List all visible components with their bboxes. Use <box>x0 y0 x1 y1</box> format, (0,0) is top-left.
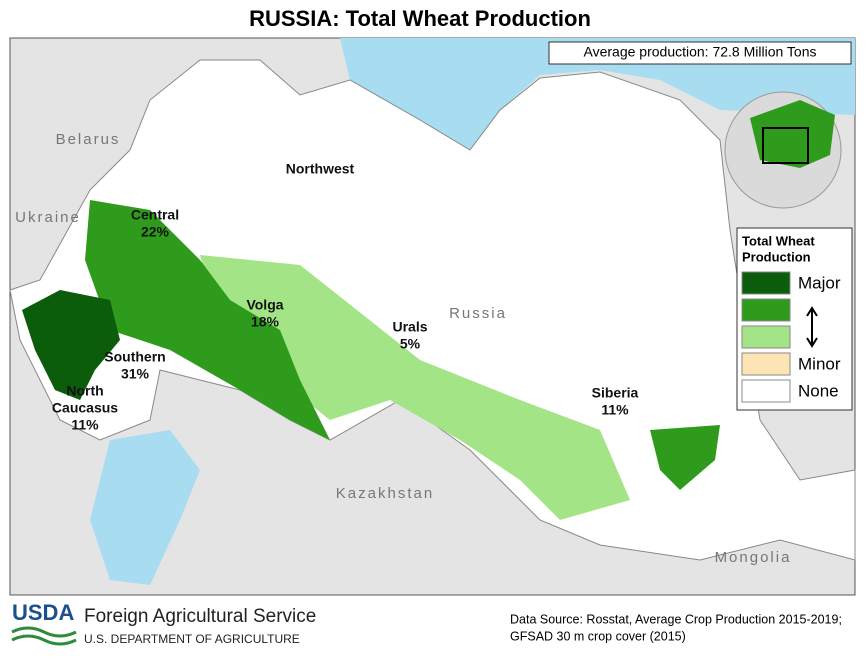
country-label: Ukraine <box>15 209 81 226</box>
legend-title: Total Wheat <box>742 233 815 248</box>
region-share: 22% <box>141 224 170 240</box>
minor-wheat-belt <box>200 255 630 520</box>
region-share: 11% <box>601 402 629 418</box>
average-text: Average production: 72.8 Million Tons <box>584 44 817 60</box>
region-share: 18% <box>251 314 280 330</box>
legend-swatch <box>741 271 791 295</box>
globe-russia <box>750 100 835 168</box>
logo-waves <box>11 626 77 646</box>
legend-title: Production <box>742 249 811 264</box>
region-name: Urals <box>392 319 427 335</box>
region-share: 11% <box>71 417 99 433</box>
legend-swatch <box>741 325 791 349</box>
department: U.S. DEPARTMENT OF AGRICULTURE <box>84 632 300 646</box>
region-name: Volga <box>246 297 283 313</box>
country-label: Mongolia <box>715 549 792 566</box>
legend-swatch <box>741 352 791 376</box>
major-wheat-belt <box>85 200 330 440</box>
country-label: Belarus <box>56 131 121 148</box>
map: Average production: 72.8 Million Tons Be… <box>9 37 856 596</box>
arctic-ocean <box>340 38 855 150</box>
source-line: GFSAD 30 m crop cover (2015) <box>510 629 686 643</box>
region-share: 5% <box>400 336 421 352</box>
agency: Foreign Agricultural Service <box>84 606 316 627</box>
legend-swatch <box>741 379 791 403</box>
footer: USDA Foreign Agricultural Service U.S. D… <box>11 600 842 646</box>
russia <box>9 59 856 561</box>
source: Data Source: Rosstat, Average Crop Produ… <box>510 612 842 643</box>
legend-label: Major <box>798 273 841 292</box>
caspian-sea <box>90 430 200 585</box>
region-share: 31% <box>121 366 150 382</box>
title: RUSSIA: Total Wheat Production <box>249 6 591 31</box>
map-labels: Belarus Ukraine Russia Kazakhstan Mongolia No… <box>15 131 792 566</box>
legend-swatch <box>741 298 791 322</box>
region-name: Caucasus <box>52 400 118 416</box>
core-wheat-belt <box>22 290 120 400</box>
inset-globe <box>724 91 842 209</box>
globe-frame <box>762 127 809 164</box>
region-name: Northwest <box>286 161 355 177</box>
legend-label: None <box>798 381 839 400</box>
legend-label: Minor <box>798 354 841 373</box>
country-label: Kazakhstan <box>336 485 434 502</box>
region-name: Siberia <box>592 385 639 401</box>
region-name: Central <box>131 207 179 223</box>
legend-arrow <box>806 306 818 348</box>
region-name: Southern <box>104 349 165 365</box>
usda-logo: USDA <box>12 600 74 625</box>
region-name: North <box>66 383 103 399</box>
source-line: Data Source: Rosstat, Average Crop Produ… <box>510 612 842 626</box>
average-box <box>548 41 852 65</box>
siberia-patch <box>650 425 720 490</box>
country-label: Russia <box>449 305 507 322</box>
